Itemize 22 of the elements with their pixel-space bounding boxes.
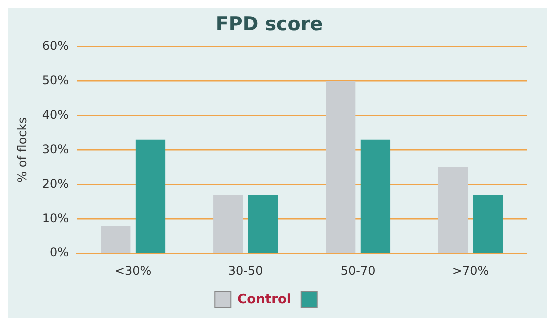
legend-label: Control (238, 292, 292, 308)
bar (248, 195, 278, 253)
y-tick-label: 20% (42, 176, 70, 191)
x-tick-label: 30-50 (228, 264, 264, 278)
bar (214, 195, 244, 253)
y-tick-label: 30% (42, 142, 70, 156)
bar (360, 140, 391, 253)
bar (326, 81, 356, 253)
y-axis-title: % of flocks (15, 118, 30, 183)
chart-title: FPD score (216, 13, 324, 36)
bar (136, 140, 166, 253)
x-tick-label: 50-70 (340, 264, 376, 278)
y-tick-label: 0% (50, 246, 70, 260)
bar (101, 226, 131, 253)
x-tick-label: >70% (452, 264, 490, 278)
y-tick-label: 60% (42, 38, 70, 53)
y-tick-label: 10% (42, 211, 70, 226)
bar (438, 167, 468, 253)
y-tick-label: 40% (42, 108, 70, 122)
bar (473, 195, 504, 253)
x-tick-label: <30% (114, 264, 152, 278)
y-tick-label: 50% (42, 73, 70, 88)
